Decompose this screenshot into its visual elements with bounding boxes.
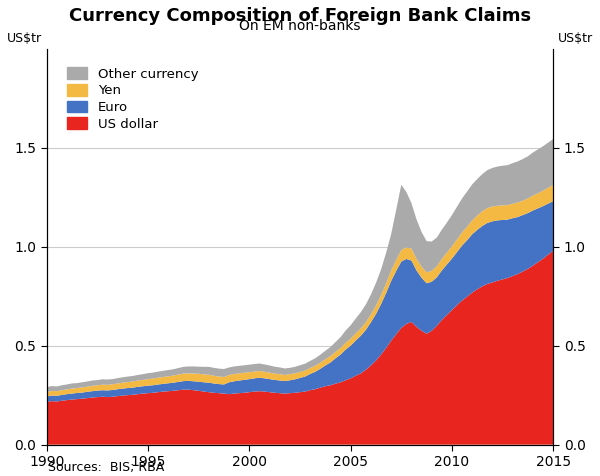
Legend: Other currency, Yen, Euro, US dollar: Other currency, Yen, Euro, US dollar <box>64 63 202 135</box>
Text: US$tr: US$tr <box>7 32 41 45</box>
Text: On EM non-banks: On EM non-banks <box>239 19 361 33</box>
Text: Sources:  BIS; RBA: Sources: BIS; RBA <box>48 461 164 474</box>
Text: US$tr: US$tr <box>559 32 593 45</box>
Title: Currency Composition of Foreign Bank Claims: Currency Composition of Foreign Bank Cla… <box>69 7 531 25</box>
